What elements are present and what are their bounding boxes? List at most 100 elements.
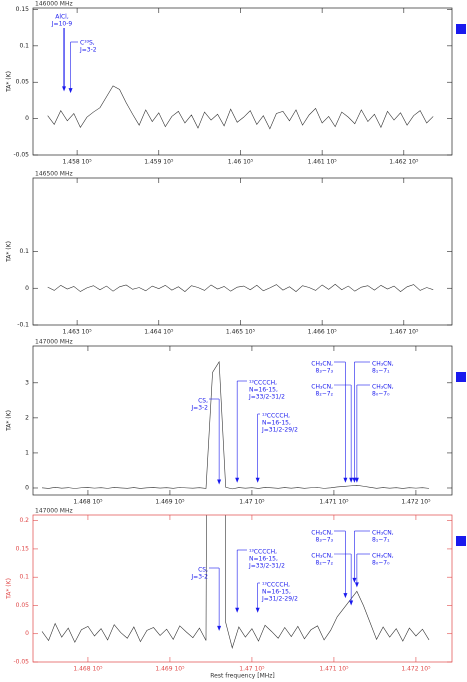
- x-tick-label: 1.466 10⁵: [308, 329, 338, 336]
- y-tick-label: 0.2: [19, 517, 29, 524]
- x-tick-label: 1.47 10⁵: [239, 666, 265, 673]
- arrow-head: [343, 593, 348, 599]
- plot-frame: [32, 177, 453, 326]
- annotation-text: 8₁−7₁: [372, 368, 390, 375]
- y-tick-label: 3: [25, 379, 29, 386]
- arrow-head: [235, 607, 240, 613]
- annotation-text: CH₃CN,: [372, 384, 394, 391]
- plot-frame: [32, 514, 453, 663]
- annotation-text: J=31/2-29/2: [261, 596, 298, 603]
- arrow-head: [255, 607, 260, 613]
- y-axis-label: TA* (K): [6, 578, 13, 600]
- y-tick-label: 0.05: [16, 602, 30, 609]
- x-tick-label: 1.469 10⁵: [155, 499, 185, 506]
- y-tick-label: 0: [25, 484, 29, 491]
- annotation-text: 8₀−7₀: [372, 560, 390, 567]
- annotation-text: ¹³CCCCH,: [262, 582, 290, 589]
- arrow-head: [352, 577, 357, 583]
- annotation-text: J=33/2-31/2: [248, 394, 285, 401]
- annotation-text: J=33/2-31/2: [248, 563, 285, 570]
- y-tick-label: 0: [25, 115, 29, 122]
- spectrum-line: [41, 360, 430, 490]
- y-tick-label: 0: [25, 285, 29, 292]
- y-tick-label: 0.1: [19, 574, 29, 581]
- x-tick-label: 1.458 10⁵: [63, 159, 93, 166]
- plot-frame: [32, 345, 453, 496]
- annotation-text: 8₀−7₀: [372, 391, 390, 398]
- arrow-head: [349, 477, 354, 483]
- annotation-text: J=3-2: [79, 47, 97, 54]
- x-tick-label: 1.47 10⁵: [239, 499, 265, 506]
- annotation-text: 8₁−7₁: [372, 537, 390, 544]
- spectrum-line: [41, 515, 430, 649]
- y-tick-label: 0.15: [16, 545, 30, 552]
- y-tick-label: 0.1: [19, 248, 29, 255]
- x-tick-label: 1.471 10⁵: [319, 499, 349, 506]
- arrow-head: [217, 625, 222, 631]
- arrow-head: [68, 88, 73, 94]
- annotation-text: CH₃CN,: [311, 553, 333, 560]
- x-tick-label: 1.472 10⁵: [401, 499, 431, 506]
- arrow-head: [354, 477, 359, 483]
- arrow-head: [349, 600, 354, 606]
- marker-square: [456, 536, 466, 546]
- annotation-text: N=16-15,: [249, 556, 278, 563]
- annotation-text: J=31/2-29/2: [261, 427, 298, 434]
- spectrum-line: [47, 283, 434, 292]
- y-tick-label: 0.15: [16, 6, 30, 13]
- annotation-text: CS,: [198, 567, 208, 574]
- y-tick-label: 0.05: [16, 79, 30, 86]
- arrow-head: [343, 477, 348, 483]
- annotation-text: 8₂−7₂: [316, 560, 334, 567]
- x-axis-label: Rest frequency [MHz]: [210, 673, 275, 680]
- y-axis-label: TA* (K): [6, 71, 13, 93]
- y-tick-label: 0: [25, 630, 29, 637]
- annotation-text: J=3-2: [190, 405, 208, 412]
- annotation-text: CH₃CN,: [311, 384, 333, 391]
- annotation-text: CH₃CN,: [372, 530, 394, 537]
- panel-title: 146000 MHz: [35, 1, 73, 8]
- panel-title: 147000 MHz: [35, 508, 73, 515]
- spectrum-line: [47, 85, 434, 130]
- y-tick-label: -0.1: [17, 322, 29, 329]
- plot-frame: [32, 7, 453, 156]
- arrow-head: [354, 582, 359, 588]
- x-tick-label: 1.472 10⁵: [401, 666, 431, 673]
- annotation-text: J=10-9: [51, 21, 73, 28]
- y-tick-label: -0.05: [13, 152, 29, 159]
- y-tick-label: 1: [25, 449, 29, 456]
- x-tick-label: 1.468 10⁵: [73, 666, 103, 673]
- annotation-text: N=16-15,: [262, 589, 291, 596]
- x-tick-label: 1.465 10⁵: [226, 329, 256, 336]
- x-tick-label: 1.468 10⁵: [73, 499, 103, 506]
- arrow-head: [235, 477, 240, 483]
- marker-square: [456, 372, 466, 382]
- x-tick-label: 1.467 10⁵: [389, 329, 419, 336]
- x-tick-label: 1.463 10⁵: [63, 329, 93, 336]
- y-axis-label: TA* (K): [6, 241, 13, 263]
- x-tick-label: 1.462 10⁵: [389, 159, 419, 166]
- x-tick-label: 1.464 10⁵: [144, 329, 174, 336]
- x-tick-label: 1.471 10⁵: [319, 666, 349, 673]
- y-tick-label: 0.1: [19, 42, 29, 49]
- annotation-text: CH₃CN,: [372, 553, 394, 560]
- annotation-text: CH₃CN,: [311, 530, 333, 537]
- annotation-text: C³³S,: [80, 40, 95, 47]
- arrow-head: [217, 479, 222, 485]
- panel-title: 146500 MHz: [35, 171, 73, 178]
- marker-square: [456, 24, 466, 34]
- annotation-text: ¹³CCCCH,: [262, 413, 290, 420]
- annotation-text: J=3-2: [190, 574, 208, 581]
- annotation-text: 8₃−7₃: [316, 368, 334, 375]
- annotation-text: CH₃CN,: [311, 361, 333, 368]
- arrow-head: [255, 477, 260, 483]
- annotation-text: AlCl,: [55, 14, 69, 21]
- annotation-text: N=16-15,: [262, 420, 291, 427]
- x-tick-label: 1.461 10⁵: [308, 159, 338, 166]
- annotation-text: CS,: [198, 398, 208, 405]
- annotation-text: ¹³CCCCH,: [249, 549, 277, 556]
- arrow-head: [62, 86, 67, 92]
- y-tick-label: -0.05: [13, 659, 29, 666]
- panel-title: 147000 MHz: [35, 339, 73, 346]
